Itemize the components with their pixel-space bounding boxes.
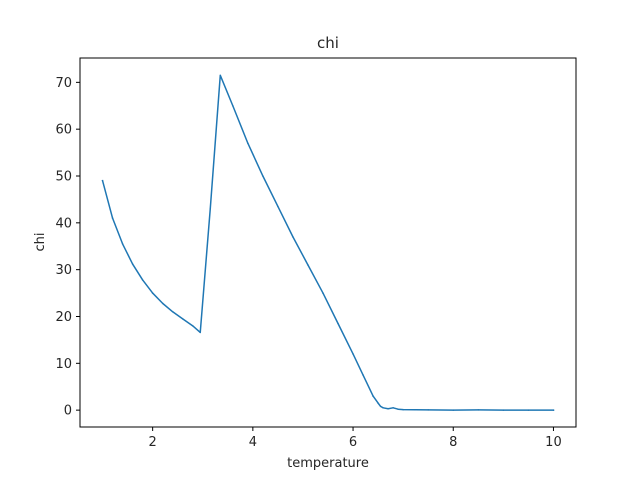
data-point bbox=[131, 263, 134, 265]
data-point bbox=[277, 205, 279, 208]
data-point bbox=[161, 302, 164, 305]
data-point bbox=[219, 74, 222, 77]
x-tick-label: 2 bbox=[149, 435, 157, 450]
data-point bbox=[382, 407, 384, 409]
data-point bbox=[502, 409, 505, 411]
data-point bbox=[352, 353, 354, 355]
y-axis-label: chi bbox=[33, 233, 48, 252]
data-point bbox=[101, 179, 104, 182]
data-point bbox=[232, 105, 234, 107]
data-point bbox=[477, 409, 480, 411]
data-point bbox=[392, 407, 394, 409]
x-axis-label: temperature bbox=[287, 456, 369, 471]
data-point bbox=[307, 264, 309, 266]
x-tick-label: 6 bbox=[349, 435, 357, 450]
data-point bbox=[322, 292, 324, 294]
data-point bbox=[337, 322, 339, 325]
data-point bbox=[379, 405, 382, 408]
data-point bbox=[397, 408, 399, 410]
data-point bbox=[171, 311, 174, 313]
x-tick-label: 10 bbox=[545, 435, 562, 450]
x-axis-ticks: 2 4 6 8 10 bbox=[149, 427, 562, 450]
y-tick-label: 70 bbox=[55, 76, 72, 91]
data-point bbox=[452, 409, 454, 411]
data-point bbox=[362, 374, 364, 376]
x-tick-label: 4 bbox=[249, 435, 257, 450]
y-tick-label: 40 bbox=[55, 216, 72, 231]
data-point bbox=[199, 331, 201, 334]
data-point bbox=[292, 236, 294, 238]
chart-title: chi bbox=[317, 34, 339, 52]
data-point bbox=[181, 318, 184, 320]
y-tick-label: 20 bbox=[55, 310, 72, 325]
data-point bbox=[262, 175, 264, 177]
y-tick-label: 0 bbox=[64, 404, 72, 419]
data-point bbox=[191, 325, 194, 327]
data-point bbox=[247, 142, 249, 144]
x-tick-label: 8 bbox=[449, 435, 457, 450]
plot-frame bbox=[79, 57, 577, 428]
data-point bbox=[387, 407, 389, 410]
y-tick-label: 60 bbox=[55, 123, 72, 138]
data-point bbox=[527, 409, 530, 411]
data-point bbox=[377, 402, 379, 404]
data-point bbox=[141, 279, 144, 281]
data-point bbox=[427, 409, 429, 411]
y-tick-label: 50 bbox=[55, 170, 72, 185]
y-tick-label: 30 bbox=[55, 263, 72, 278]
data-point bbox=[372, 395, 374, 397]
y-axis-ticks: 0 10 20 30 40 50 60 70 bbox=[55, 76, 80, 419]
data-point bbox=[552, 409, 555, 411]
data-point bbox=[151, 292, 154, 294]
data-point bbox=[402, 408, 404, 411]
data-point bbox=[111, 217, 114, 219]
y-tick-label: 10 bbox=[55, 357, 72, 372]
data-point bbox=[209, 208, 212, 210]
series-layer bbox=[101, 74, 555, 411]
data-point bbox=[121, 243, 124, 245]
plot-area bbox=[80, 58, 576, 427]
